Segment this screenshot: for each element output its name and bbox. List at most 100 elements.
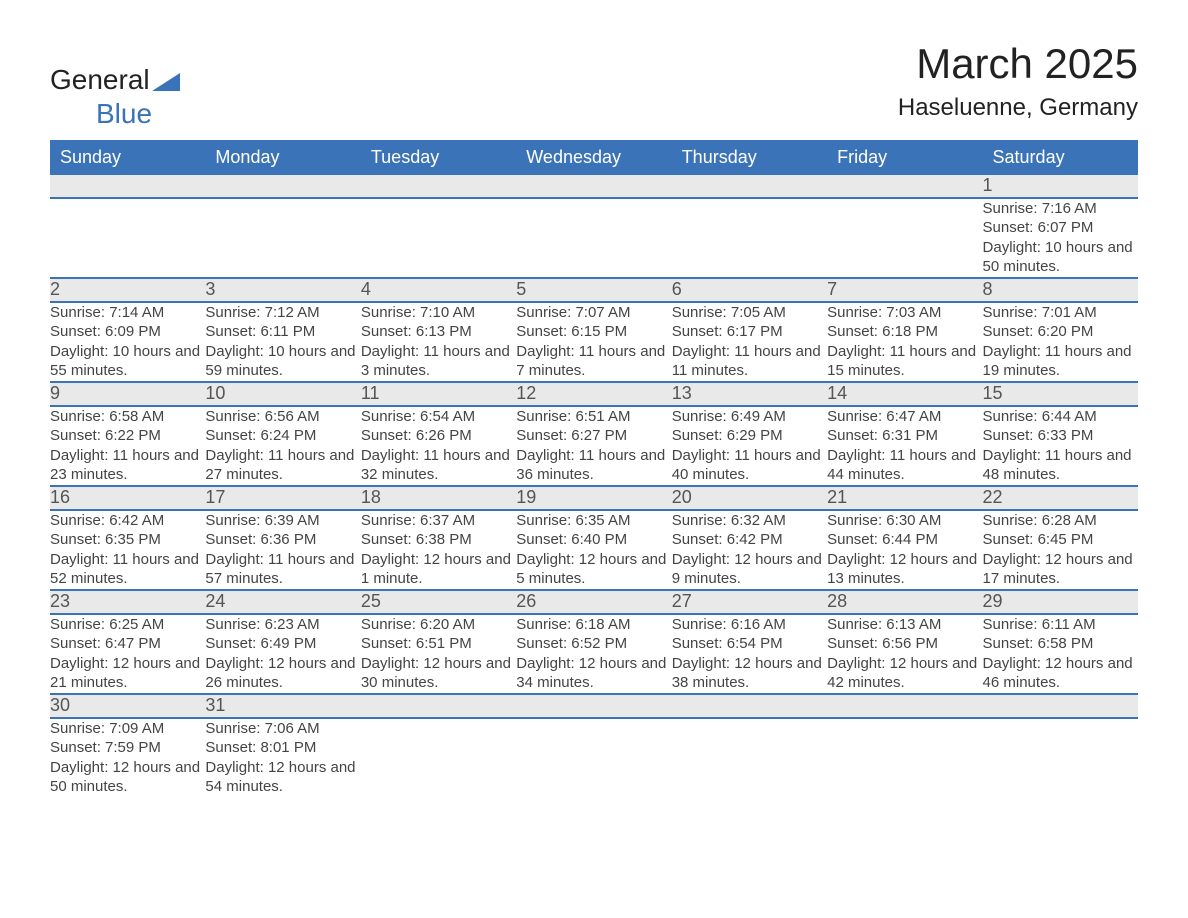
day-number-cell — [516, 174, 671, 198]
sunrise-text: Sunrise: 6:13 AM — [827, 615, 982, 635]
weekday-header: Thursday — [672, 141, 827, 174]
sunrise-text: Sunrise: 6:37 AM — [361, 511, 516, 531]
daylight-text: Daylight: 12 hours and 50 minutes. — [50, 758, 205, 797]
day-data-cell: Sunrise: 6:49 AMSunset: 6:29 PMDaylight:… — [672, 406, 827, 486]
day-data-cell: Sunrise: 6:13 AMSunset: 6:56 PMDaylight:… — [827, 614, 982, 694]
sunset-text: Sunset: 6:33 PM — [983, 426, 1138, 446]
daylight-text: Daylight: 12 hours and 42 minutes. — [827, 654, 982, 693]
day-number-cell: 11 — [361, 382, 516, 406]
daylight-text: Daylight: 11 hours and 27 minutes. — [205, 446, 360, 485]
sunset-text: Sunset: 6:17 PM — [672, 322, 827, 342]
daylight-text: Daylight: 10 hours and 59 minutes. — [205, 342, 360, 381]
daylight-text: Daylight: 11 hours and 3 minutes. — [361, 342, 516, 381]
day-data-row: Sunrise: 7:16 AMSunset: 6:07 PMDaylight:… — [50, 198, 1138, 278]
sunrise-text: Sunrise: 6:51 AM — [516, 407, 671, 427]
day-data-cell — [516, 718, 671, 798]
sunset-text: Sunset: 6:22 PM — [50, 426, 205, 446]
daylight-text: Daylight: 11 hours and 7 minutes. — [516, 342, 671, 381]
daylight-text: Daylight: 11 hours and 23 minutes. — [50, 446, 205, 485]
sunrise-text: Sunrise: 6:54 AM — [361, 407, 516, 427]
day-number-cell: 4 — [361, 278, 516, 302]
day-number-cell: 29 — [983, 590, 1138, 614]
sunset-text: Sunset: 6:54 PM — [672, 634, 827, 654]
sunset-text: Sunset: 6:07 PM — [983, 218, 1138, 238]
logo-word-2: Blue — [96, 98, 152, 130]
sunset-text: Sunset: 6:58 PM — [983, 634, 1138, 654]
day-number-row: 9101112131415 — [50, 382, 1138, 406]
day-data-cell: Sunrise: 6:37 AMSunset: 6:38 PMDaylight:… — [361, 510, 516, 590]
daylight-text: Daylight: 12 hours and 46 minutes. — [983, 654, 1138, 693]
daylight-text: Daylight: 11 hours and 32 minutes. — [361, 446, 516, 485]
day-number-cell: 25 — [361, 590, 516, 614]
day-number-cell — [672, 694, 827, 718]
sunrise-text: Sunrise: 6:18 AM — [516, 615, 671, 635]
sunset-text: Sunset: 6:47 PM — [50, 634, 205, 654]
sunrise-text: Sunrise: 7:05 AM — [672, 303, 827, 323]
day-number-cell: 10 — [205, 382, 360, 406]
day-data-cell: Sunrise: 7:12 AMSunset: 6:11 PMDaylight:… — [205, 302, 360, 382]
sunset-text: Sunset: 6:24 PM — [205, 426, 360, 446]
sunrise-text: Sunrise: 7:16 AM — [983, 199, 1138, 219]
day-number-cell — [827, 694, 982, 718]
sunset-text: Sunset: 6:18 PM — [827, 322, 982, 342]
daylight-text: Daylight: 10 hours and 55 minutes. — [50, 342, 205, 381]
sunrise-text: Sunrise: 6:49 AM — [672, 407, 827, 427]
sunset-text: Sunset: 7:59 PM — [50, 738, 205, 758]
daylight-text: Daylight: 11 hours and 40 minutes. — [672, 446, 827, 485]
day-number-cell — [672, 174, 827, 198]
day-number-cell: 3 — [205, 278, 360, 302]
daylight-text: Daylight: 11 hours and 36 minutes. — [516, 446, 671, 485]
sunrise-text: Sunrise: 6:25 AM — [50, 615, 205, 635]
daylight-text: Daylight: 12 hours and 30 minutes. — [361, 654, 516, 693]
day-number-cell: 5 — [516, 278, 671, 302]
logo-triangle-icon — [152, 66, 180, 98]
sunrise-text: Sunrise: 7:09 AM — [50, 719, 205, 739]
sunset-text: Sunset: 6:11 PM — [205, 322, 360, 342]
day-data-cell: Sunrise: 6:30 AMSunset: 6:44 PMDaylight:… — [827, 510, 982, 590]
sunrise-text: Sunrise: 6:30 AM — [827, 511, 982, 531]
daylight-text: Daylight: 10 hours and 50 minutes. — [983, 238, 1138, 277]
day-number-row: 2345678 — [50, 278, 1138, 302]
day-data-cell: Sunrise: 6:51 AMSunset: 6:27 PMDaylight:… — [516, 406, 671, 486]
weekday-header: Tuesday — [361, 141, 516, 174]
logo: General Blue — [50, 40, 180, 130]
sunrise-text: Sunrise: 7:01 AM — [983, 303, 1138, 323]
weekday-header: Saturday — [983, 141, 1138, 174]
weekday-header: Friday — [827, 141, 982, 174]
sunset-text: Sunset: 6:51 PM — [361, 634, 516, 654]
day-data-cell: Sunrise: 6:54 AMSunset: 6:26 PMDaylight:… — [361, 406, 516, 486]
day-data-cell: Sunrise: 7:09 AMSunset: 7:59 PMDaylight:… — [50, 718, 205, 798]
day-data-cell: Sunrise: 6:11 AMSunset: 6:58 PMDaylight:… — [983, 614, 1138, 694]
daylight-text: Daylight: 12 hours and 34 minutes. — [516, 654, 671, 693]
logo-text: General Blue — [50, 64, 180, 130]
day-data-cell: Sunrise: 6:39 AMSunset: 6:36 PMDaylight:… — [205, 510, 360, 590]
day-number-cell: 7 — [827, 278, 982, 302]
day-number-cell: 20 — [672, 486, 827, 510]
sunset-text: Sunset: 6:26 PM — [361, 426, 516, 446]
day-data-cell — [827, 198, 982, 278]
sunset-text: Sunset: 6:44 PM — [827, 530, 982, 550]
sunrise-text: Sunrise: 7:03 AM — [827, 303, 982, 323]
day-data-row: Sunrise: 6:58 AMSunset: 6:22 PMDaylight:… — [50, 406, 1138, 486]
weekday-header: Monday — [205, 141, 360, 174]
day-data-cell — [361, 198, 516, 278]
sunrise-text: Sunrise: 7:07 AM — [516, 303, 671, 323]
sunrise-text: Sunrise: 7:10 AM — [361, 303, 516, 323]
day-number-cell: 18 — [361, 486, 516, 510]
day-number-cell: 2 — [50, 278, 205, 302]
sunset-text: Sunset: 6:40 PM — [516, 530, 671, 550]
day-data-row: Sunrise: 6:42 AMSunset: 6:35 PMDaylight:… — [50, 510, 1138, 590]
day-number-cell: 31 — [205, 694, 360, 718]
day-data-cell: Sunrise: 7:16 AMSunset: 6:07 PMDaylight:… — [983, 198, 1138, 278]
day-number-cell: 24 — [205, 590, 360, 614]
sunrise-text: Sunrise: 6:47 AM — [827, 407, 982, 427]
day-data-cell: Sunrise: 6:28 AMSunset: 6:45 PMDaylight:… — [983, 510, 1138, 590]
day-number-cell — [205, 174, 360, 198]
day-number-cell — [361, 174, 516, 198]
daylight-text: Daylight: 12 hours and 5 minutes. — [516, 550, 671, 589]
sunset-text: Sunset: 6:09 PM — [50, 322, 205, 342]
day-number-cell — [516, 694, 671, 718]
day-number-cell: 6 — [672, 278, 827, 302]
day-number-cell: 19 — [516, 486, 671, 510]
day-number-cell: 12 — [516, 382, 671, 406]
